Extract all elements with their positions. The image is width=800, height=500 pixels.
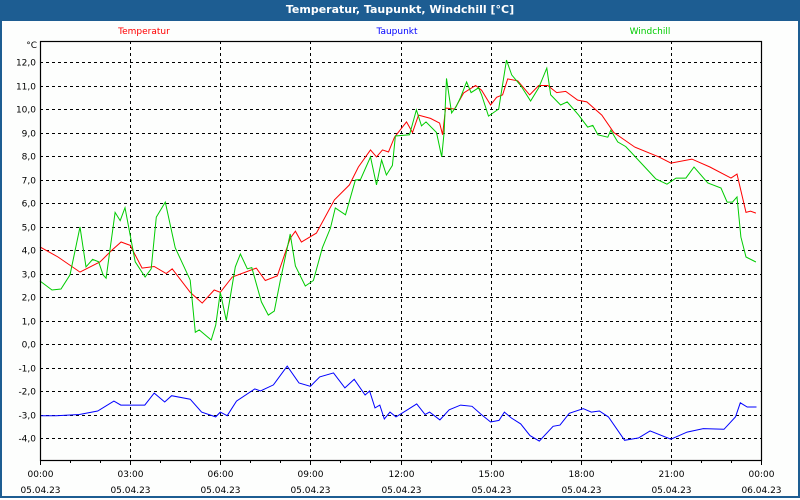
x-tick-time: 06:00 <box>208 470 234 480</box>
y-tick-label: 9,0 <box>22 130 37 140</box>
y-tick-label: -3,0 <box>18 412 36 422</box>
x-tick-time: 21:00 <box>659 470 685 480</box>
x-tick-date: 06.04.23 <box>741 486 781 496</box>
y-axis-unit: °C <box>26 41 37 51</box>
y-tick-label: 10,0 <box>16 106 36 116</box>
y-tick-label: 5,0 <box>22 224 37 234</box>
legend-windchill: Windchill <box>630 27 671 37</box>
y-tick-label: 0,0 <box>22 341 37 351</box>
x-tick-date: 05.04.23 <box>20 486 60 496</box>
x-tick-time: 18:00 <box>569 470 595 480</box>
series-line-temperatur <box>39 78 757 304</box>
x-tick-date: 05.04.23 <box>110 486 150 496</box>
y-tick-label: 7,0 <box>22 177 37 187</box>
window-title: Temperatur, Taupunkt, Windchill [°C] <box>0 0 800 21</box>
legend-temperatur: Temperatur <box>117 27 170 37</box>
y-tick-label: 1,0 <box>22 318 37 328</box>
x-tick-date: 05.04.23 <box>561 486 601 496</box>
legend-taupunkt: Taupunkt <box>375 27 418 37</box>
x-tick-date: 05.04.23 <box>471 486 511 496</box>
x-tick-time: 00:00 <box>749 470 775 480</box>
x-tick-time: 15:00 <box>479 470 505 480</box>
y-tick-label: 11,0 <box>16 83 36 93</box>
series-line-taupunkt <box>40 365 757 442</box>
x-tick-time: 09:00 <box>298 470 324 480</box>
plot-area-border <box>39 40 763 462</box>
x-tick-date: 05.04.23 <box>381 486 421 496</box>
y-tick-label: 6,0 <box>22 200 37 210</box>
y-tick-label: -2,0 <box>18 388 36 398</box>
x-tick-time: 03:00 <box>118 470 144 480</box>
y-tick-label: 2,0 <box>22 294 37 304</box>
series-line-windchill <box>39 59 757 341</box>
x-tick-time: 12:00 <box>389 470 415 480</box>
y-tick-label: 4,0 <box>22 247 37 257</box>
y-tick-label: 8,0 <box>22 153 37 163</box>
y-tick-label: 3,0 <box>22 271 37 281</box>
x-tick-date: 05.04.23 <box>651 486 691 496</box>
x-tick-time: 00:00 <box>28 470 54 480</box>
x-tick-date: 05.04.23 <box>200 486 240 496</box>
x-tick-date: 05.04.23 <box>290 486 330 496</box>
y-tick-label: -4,0 <box>18 435 36 445</box>
y-tick-label: -1,0 <box>18 365 36 375</box>
y-tick-label: 12,0 <box>16 59 36 69</box>
